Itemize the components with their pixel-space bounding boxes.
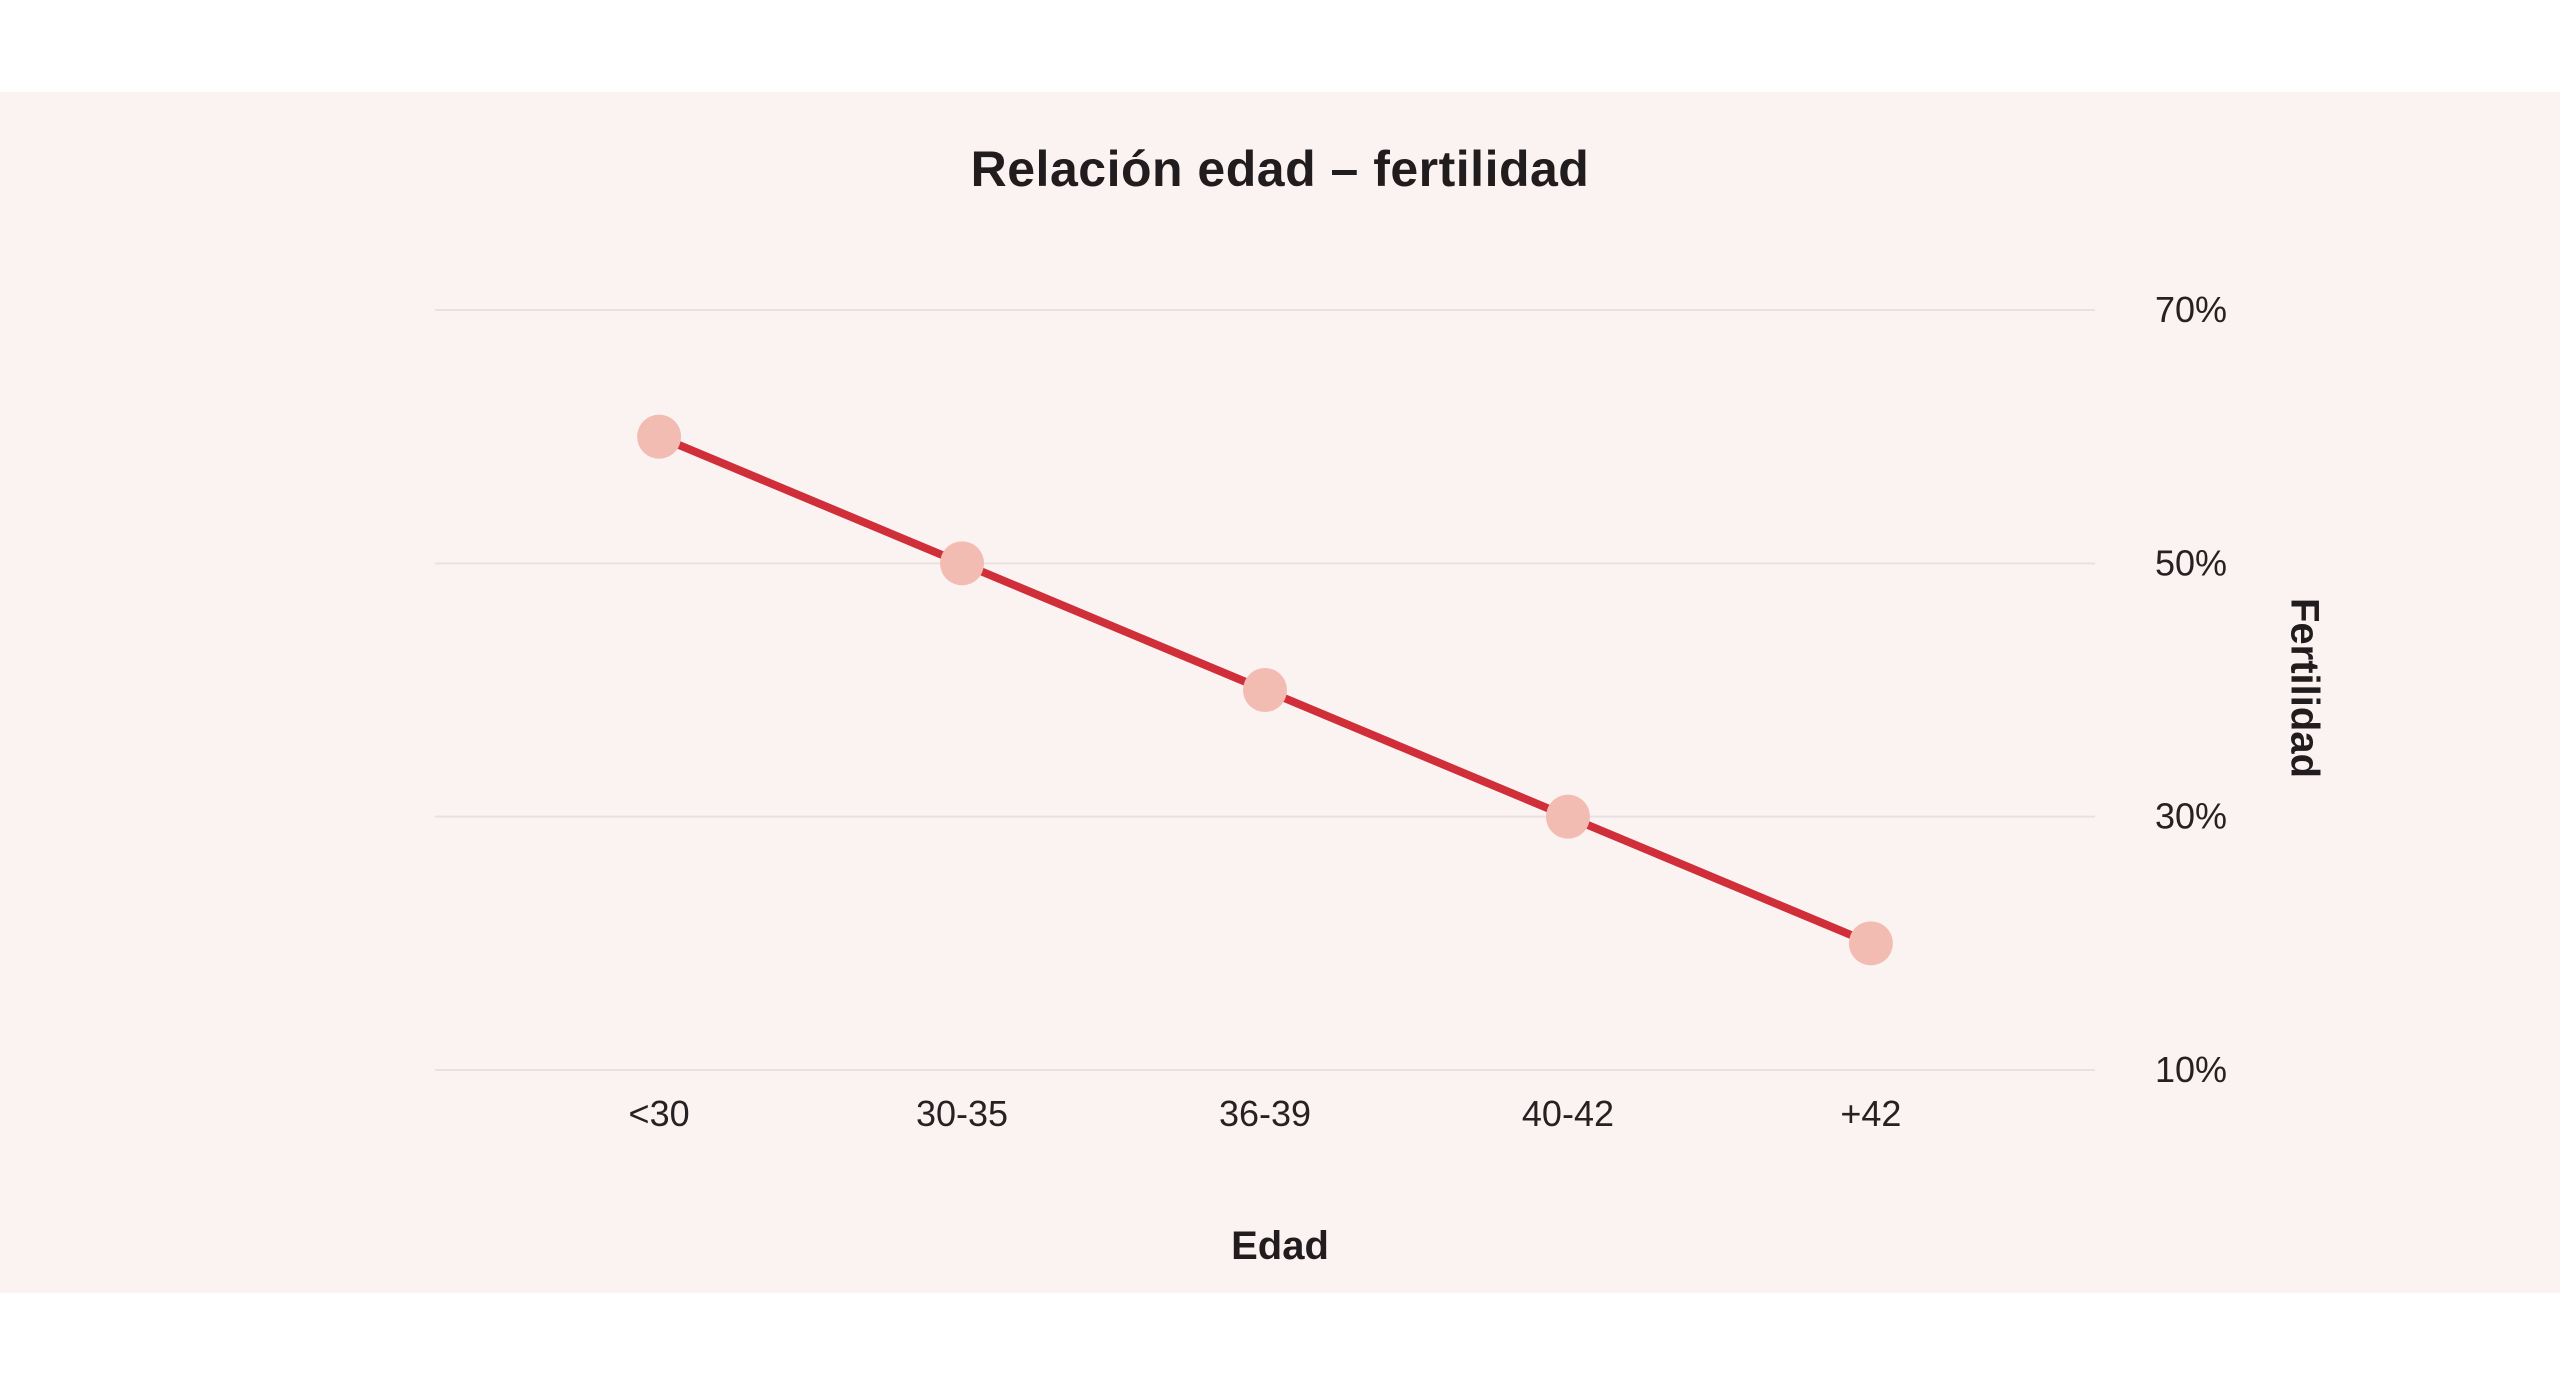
chart-title: Relación edad – fertilidad [970,141,1590,197]
data-point [940,541,985,586]
data-point [1848,921,1893,966]
y-tick-label: 30% [2155,796,2227,837]
data-point [637,414,682,459]
x-tick-label: 30-35 [916,1093,1008,1134]
y-tick-label: 70% [2155,289,2227,330]
y-axis-title: Fertilidad [2282,597,2327,779]
data-point [1545,794,1590,839]
x-tick-label: <30 [629,1093,690,1134]
x-tick-label: 36-39 [1219,1093,1311,1134]
y-tick-label: 10% [2155,1049,2227,1090]
x-tick-label: 40-42 [1522,1093,1614,1134]
x-axis-title: Edad [1231,1224,1329,1268]
y-tick-label: 50% [2155,542,2227,583]
data-point [1243,668,1287,712]
x-tick-label: +42 [1840,1093,1901,1134]
